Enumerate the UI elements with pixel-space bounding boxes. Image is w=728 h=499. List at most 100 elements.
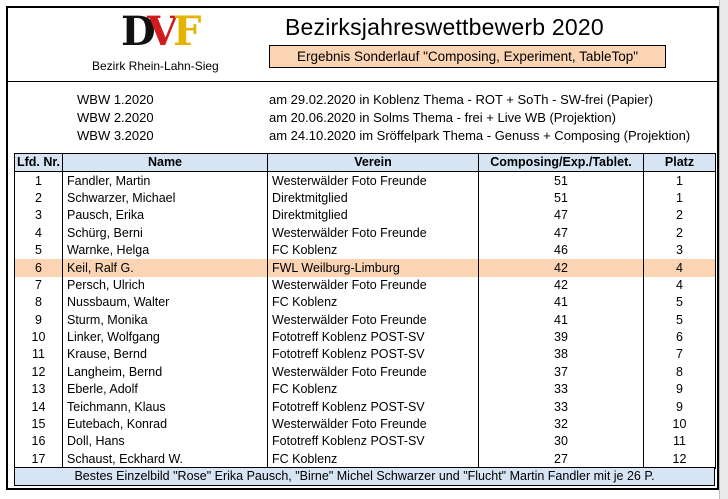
event-description: am 20.06.2020 in Solms Thema - frei + Li… <box>269 110 616 125</box>
cell-name: Nussbaum, Walter <box>62 294 268 312</box>
cell-name: Langheim, Bernd <box>62 363 268 382</box>
event-name: WBW 1.2020 <box>77 92 154 107</box>
cell-nr: 14 <box>14 398 63 416</box>
cell-name: Schaust, Eckhard W. <box>62 450 268 470</box>
cell-points: 41 <box>478 311 644 329</box>
event-description: am 24.10.2020 im Sröffelpark Thema - Gen… <box>269 128 691 143</box>
cell-verein: Westerwälder Foto Freunde <box>267 363 479 382</box>
page-title: Bezirksjahreswettbewerb 2020 <box>285 14 604 40</box>
cell-platz: 2 <box>643 207 716 225</box>
table-body: 1 Fandler, Martin Westerwälder Foto Freund… <box>14 171 716 470</box>
cell-verein: Westerwälder Foto Freunde <box>267 276 479 295</box>
table-header-row: Lfd. Nr. Name Verein Composing/Exp./Tabl… <box>14 152 716 173</box>
cell-name: Warnke, Helga <box>62 241 268 260</box>
table-row: 17 Schaust, Eckhard W. FC Koblenz 27 12 <box>14 450 716 470</box>
cell-nr: 13 <box>14 381 63 399</box>
cell-nr: 12 <box>14 363 63 382</box>
cell-verein: Fototreff Koblenz POST-SV <box>267 328 479 347</box>
table-row: 6 Keil, Ralf G. FWL Weilburg-Limburg 42 4 <box>14 259 716 277</box>
cell-verein: Fototreff Koblenz POST-SV <box>267 398 479 416</box>
cell-points: 42 <box>478 276 644 295</box>
event-name: WBW 2.2020 <box>77 110 154 125</box>
table-row: 14 Teichmann, Klaus Fototreff Koblenz POST… <box>14 398 716 416</box>
cell-platz: 10 <box>643 415 716 434</box>
cell-nr: 2 <box>14 189 63 208</box>
cell-name: Schürg, Berni <box>62 224 268 242</box>
cell-points: 32 <box>478 415 644 434</box>
cell-platz: 1 <box>643 171 716 190</box>
cell-nr: 9 <box>14 311 63 329</box>
event-name: WBW 3.2020 <box>77 128 154 143</box>
cell-points: 30 <box>478 433 644 451</box>
cell-platz: 12 <box>643 450 716 470</box>
cell-verein: Westerwälder Foto Freunde <box>267 415 479 434</box>
table-row: 9 Sturm, Monika Westerwälder Foto Freunde 4… <box>14 311 716 329</box>
event-description: am 29.02.2020 in Koblenz Thema - ROT + S… <box>269 92 654 107</box>
cell-points: 46 <box>478 241 644 260</box>
cell-nr: 4 <box>14 224 63 242</box>
table-row: 2 Schwarzer, Michael Direktmitglied 51 1 <box>14 189 716 208</box>
cell-name: Teichmann, Klaus <box>62 398 268 416</box>
cell-verein: FWL Weilburg-Limburg <box>267 259 479 277</box>
cell-platz: 3 <box>643 241 716 260</box>
cell-nr: 10 <box>14 328 63 347</box>
table-footer-note: Bestes Einzelbild "Rose" Erika Pausch, "… <box>14 467 715 486</box>
results-table: Lfd. Nr. Name Verein Composing/Exp./Tabl… <box>14 152 716 470</box>
cell-points: 27 <box>478 450 644 470</box>
cell-name: Persch, Ulrich <box>62 276 268 295</box>
table-row: 15 Eutebach, Konrad Westerwälder Foto Freu… <box>14 415 716 434</box>
cell-nr: 5 <box>14 241 63 260</box>
cell-platz: 7 <box>643 346 716 364</box>
cell-points: 33 <box>478 381 644 399</box>
cell-name: Eberle, Adolf <box>62 381 268 399</box>
page-subtitle: Ergebnis Sonderlauf "Composing, Experime… <box>269 45 666 68</box>
logo-letter-f: F <box>173 8 202 55</box>
cell-platz: 5 <box>643 294 716 312</box>
table-row: 5 Warnke, Helga FC Koblenz 46 3 <box>14 241 716 260</box>
dvf-logo: D V F <box>121 12 205 52</box>
cell-platz: 9 <box>643 398 716 416</box>
table-row: 1 Fandler, Martin Westerwälder Foto Freund… <box>14 171 716 190</box>
cell-points: 51 <box>478 189 644 208</box>
cell-platz: 5 <box>643 311 716 329</box>
cell-platz: 11 <box>643 433 716 451</box>
cell-name: Linker, Wolfgang <box>62 328 268 347</box>
cell-points: 38 <box>478 346 644 364</box>
cell-verein: Fototreff Koblenz POST-SV <box>267 346 479 364</box>
table-row: 7 Persch, Ulrich Westerwälder Foto Freunde… <box>14 276 716 295</box>
cell-platz: 4 <box>643 276 716 295</box>
cell-name: Krause, Bernd <box>62 346 268 364</box>
cell-verein: FC Koblenz <box>267 294 479 312</box>
district-label: Bezirk Rhein-Lahn-Sieg <box>92 59 219 73</box>
cell-nr: 15 <box>14 415 63 434</box>
cell-name: Sturm, Monika <box>62 311 268 329</box>
cell-name: Doll, Hans <box>62 433 268 451</box>
cell-nr: 6 <box>14 259 63 277</box>
table-row: 12 Langheim, Bernd Westerwälder Foto Freun… <box>14 363 716 382</box>
cell-name: Pausch, Erika <box>62 207 268 225</box>
cell-platz: 2 <box>643 224 716 242</box>
table-row: 13 Eberle, Adolf FC Koblenz 33 9 <box>14 381 716 399</box>
cell-verein: Fototreff Koblenz POST-SV <box>267 433 479 451</box>
column-header-verein: Verein <box>267 152 479 173</box>
logo-letter-v: V <box>147 8 179 55</box>
cell-platz: 6 <box>643 328 716 347</box>
cell-name: Eutebach, Konrad <box>62 415 268 434</box>
cell-nr: 11 <box>14 346 63 364</box>
column-header-nr: Lfd. Nr. <box>14 152 63 173</box>
cell-verein: Westerwälder Foto Freunde <box>267 171 479 190</box>
window-edge <box>719 0 728 499</box>
table-row: 4 Schürg, Berni Westerwälder Foto Freunde 4… <box>14 224 716 242</box>
cell-points: 37 <box>478 363 644 382</box>
cell-points: 42 <box>478 259 644 277</box>
cell-nr: 17 <box>14 450 63 470</box>
cell-nr: 16 <box>14 433 63 451</box>
cell-name: Fandler, Martin <box>62 171 268 190</box>
header-divider <box>6 81 719 82</box>
cell-verein: Direktmitglied <box>267 207 479 225</box>
cell-points: 39 <box>478 328 644 347</box>
cell-verein: Westerwälder Foto Freunde <box>267 224 479 242</box>
logo-letter-d: D <box>121 8 156 55</box>
table-row: 11 Krause, Bernd Fototreff Koblenz POST-SV… <box>14 346 716 364</box>
